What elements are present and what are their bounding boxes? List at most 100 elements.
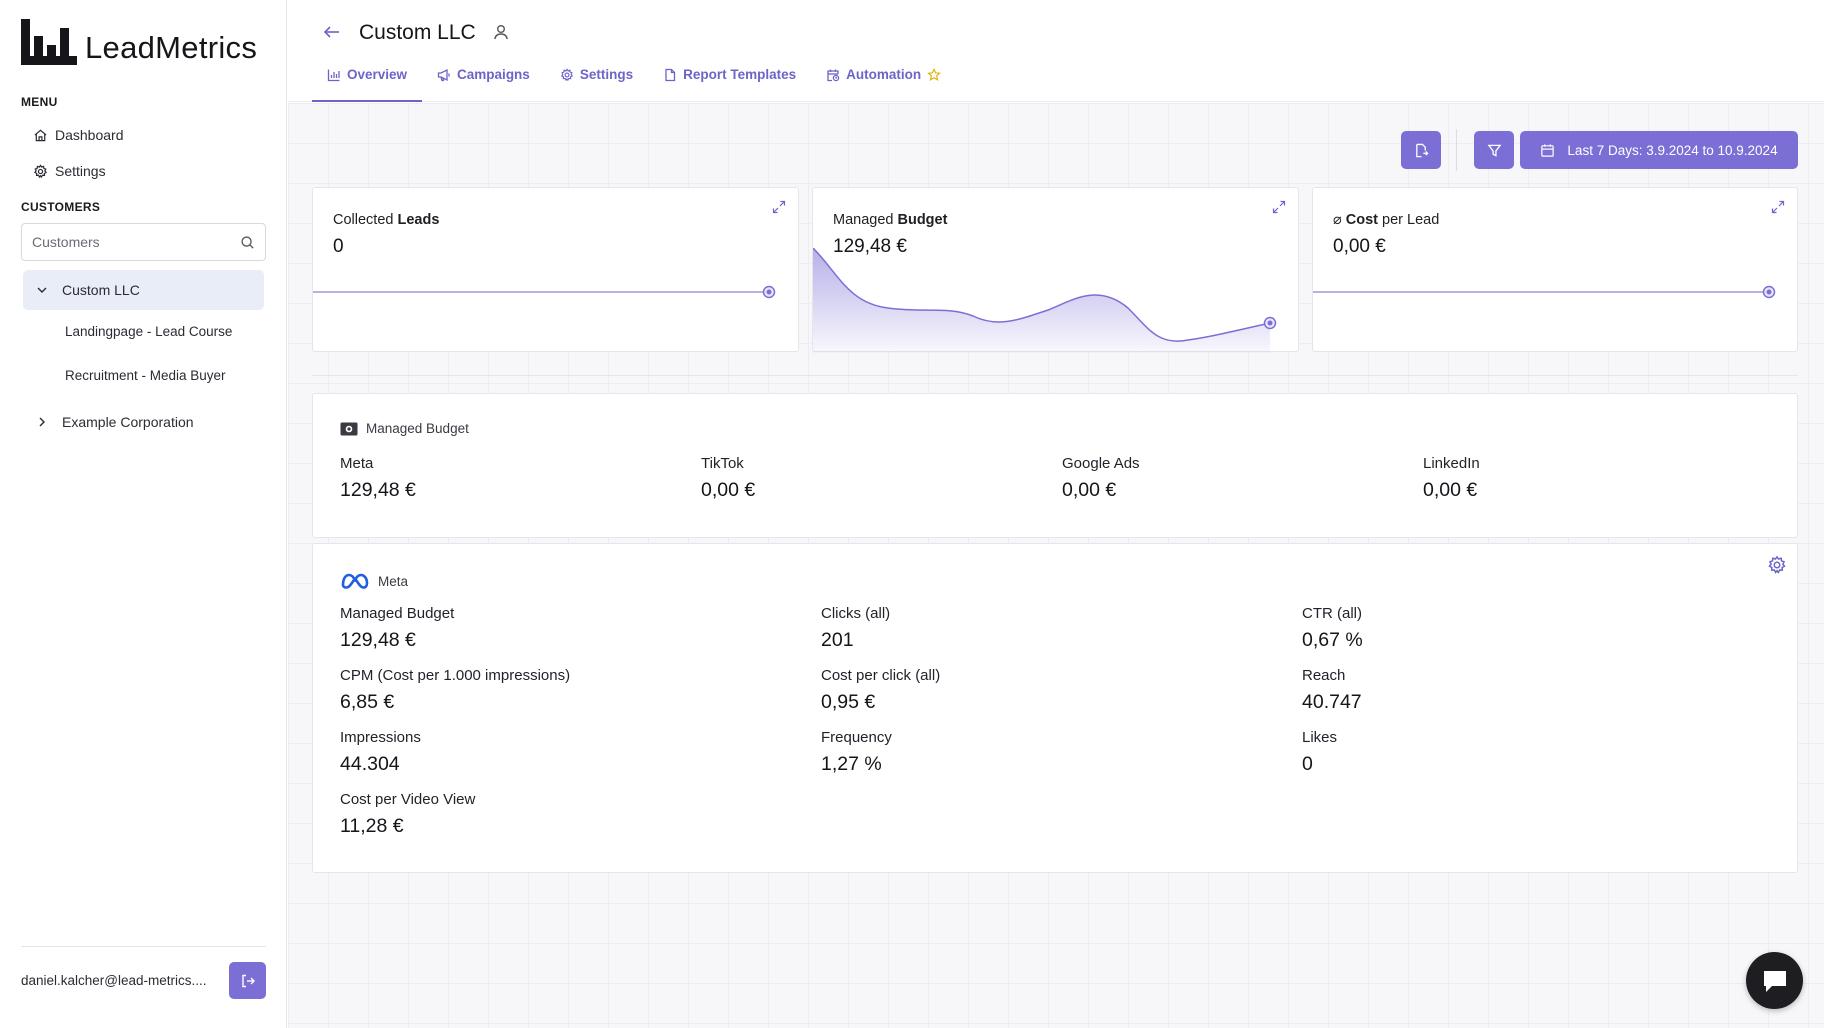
- logout-button[interactable]: [229, 962, 266, 999]
- person-icon[interactable]: [492, 23, 510, 41]
- bar-chart-icon: [327, 69, 340, 82]
- tree-child-landingpage[interactable]: Landingpage - Lead Course: [65, 324, 233, 339]
- back-arrow-icon[interactable]: [322, 22, 342, 42]
- export-pdf-button[interactable]: [1401, 131, 1441, 169]
- budget-google-ads-value: 0,00 €: [1062, 479, 1117, 501]
- chevron-right-icon[interactable]: [35, 415, 49, 429]
- logout-icon: [241, 974, 255, 987]
- kpi-label-plain: Collected: [333, 212, 398, 228]
- budget-google-ads-label: Google Ads: [1062, 455, 1140, 472]
- tab-bar: Overview Campaigns Settings Report Templ…: [312, 62, 962, 102]
- gear-icon: [560, 68, 573, 82]
- chat-bubble-icon: [1763, 970, 1786, 992]
- managed-budget-title: Managed Budget: [340, 421, 469, 436]
- sparkline-endpoint-dot: [1267, 320, 1273, 326]
- kpi-value: 129,48 €: [833, 236, 907, 257]
- customer-search-box: [21, 223, 266, 261]
- meta-cost-per-video-view-value: 11,28 €: [340, 815, 404, 837]
- chat-widget-button[interactable]: [1746, 952, 1803, 1009]
- expand-icon[interactable]: [772, 200, 786, 214]
- tab-label: Automation: [846, 67, 922, 82]
- page-title: Custom LLC: [359, 21, 476, 44]
- tab-label: Campaigns: [457, 67, 530, 82]
- logo[interactable]: LeadMetrics: [21, 19, 257, 65]
- meta-logo-icon: [341, 573, 369, 589]
- sidebar-item-settings[interactable]: Settings: [33, 163, 106, 179]
- logo-mark-icon: [21, 19, 77, 65]
- budget-linkedin-label: LinkedIn: [1423, 455, 1480, 472]
- tab-automation[interactable]: Automation: [811, 62, 962, 102]
- kpi-label-bold: Cost: [1345, 212, 1378, 228]
- expand-icon[interactable]: [1272, 200, 1286, 214]
- kpi-card-cost-per-lead: ⌀ Cost per Lead 0,00 €: [1312, 187, 1798, 352]
- section-title-text: Managed Budget: [366, 421, 469, 436]
- meta-impressions-label: Impressions: [340, 729, 421, 746]
- kpi-label-prefix: ⌀: [1333, 212, 1346, 228]
- filter-button[interactable]: [1474, 131, 1514, 169]
- section-title-text: Meta: [378, 573, 409, 589]
- megaphone-icon: [437, 68, 450, 82]
- gear-icon[interactable]: [1767, 555, 1787, 575]
- search-icon[interactable]: [240, 235, 255, 250]
- tab-overview[interactable]: Overview: [312, 62, 423, 102]
- leads-sparkline: [313, 285, 776, 299]
- meta-cpc-label: Cost per click (all): [821, 667, 941, 684]
- tab-campaigns[interactable]: Campaigns: [422, 62, 545, 102]
- meta-managed-budget-label: Managed Budget: [340, 605, 455, 622]
- section-divider: [312, 375, 1798, 376]
- tab-label: Settings: [579, 67, 634, 82]
- sidebar-item-dashboard[interactable]: Dashboard: [33, 127, 124, 143]
- meta-reach-label: Reach: [1302, 667, 1346, 684]
- sidebar: LeadMetrics MENU Dashboard Settings CUST…: [0, 0, 287, 1028]
- meta-cpm-label: CPM (Cost per 1.000 impressions): [340, 667, 571, 684]
- tree-item-example-corporation[interactable]: Example Corporation: [23, 402, 264, 442]
- meta-impressions-value: 44.304: [340, 753, 400, 775]
- meta-ctr-label: CTR (all): [1302, 605, 1362, 622]
- document-icon: [665, 68, 676, 82]
- kpi-label-plain: Managed: [833, 212, 898, 228]
- budget-meta-value: 129,48 €: [340, 479, 416, 501]
- kpi-label-bold: Budget: [897, 212, 948, 228]
- budget-sparkline: [813, 248, 1277, 353]
- meta-managed-budget-value: 129,48 €: [340, 629, 416, 651]
- calendar-icon: [1541, 143, 1555, 157]
- budget-tiktok-label: TikTok: [701, 455, 744, 472]
- tree-item-custom-llc[interactable]: Custom LLC: [23, 270, 264, 310]
- cost-per-lead-sparkline: [1313, 285, 1776, 299]
- money-icon: [340, 422, 358, 435]
- date-range-button[interactable]: Last 7 Days: 3.9.2024 to 10.9.2024: [1520, 131, 1798, 169]
- expand-icon[interactable]: [1771, 200, 1785, 214]
- kpi-card-collected-leads: Collected Leads 0: [312, 187, 799, 352]
- customer-search-input[interactable]: [32, 234, 240, 250]
- kpi-label: ⌀ Cost per Lead: [1333, 212, 1439, 228]
- budget-linkedin-value: 0,00 €: [1423, 479, 1478, 501]
- brand-name: LeadMetrics: [85, 30, 258, 65]
- tab-report-templates[interactable]: Report Templates: [648, 62, 811, 102]
- tab-settings[interactable]: Settings: [545, 62, 648, 102]
- tree-child-recruitment[interactable]: Recruitment - Media Buyer: [65, 368, 226, 383]
- date-range-label: Last 7 Days: 3.9.2024 to 10.9.2024: [1567, 142, 1778, 158]
- meta-frequency-value: 1,27 %: [821, 753, 882, 775]
- budget-meta-label: Meta: [340, 455, 374, 472]
- meta-clicks-label: Clicks (all): [821, 605, 891, 622]
- toolbar-separator: [1456, 129, 1457, 171]
- sparkline-endpoint-dot: [1766, 289, 1772, 295]
- home-icon: [34, 129, 47, 141]
- calendar-clock-icon: [827, 69, 840, 82]
- gear-icon: [33, 163, 48, 178]
- kpi-label-bold: Leads: [397, 212, 440, 228]
- kpi-label: Managed Budget: [833, 212, 947, 228]
- tab-label: Report Templates: [683, 67, 797, 82]
- kpi-value: 0: [333, 236, 344, 257]
- meta-likes-label: Likes: [1302, 729, 1338, 746]
- meta-frequency-label: Frequency: [821, 729, 892, 746]
- meta-likes-value: 0: [1302, 753, 1313, 775]
- managed-budget-card: Managed Budget Meta 129,48 € TikTok 0,00…: [312, 393, 1798, 538]
- budget-tiktok-value: 0,00 €: [701, 479, 756, 501]
- meta-ctr-value: 0,67 %: [1302, 629, 1363, 651]
- chevron-down-icon[interactable]: [35, 283, 49, 297]
- tree-item-label: Custom LLC: [62, 282, 140, 298]
- meta-section-title: Meta: [340, 572, 408, 590]
- sidebar-divider: [21, 946, 266, 947]
- customers-section-label: CUSTOMERS: [21, 200, 101, 214]
